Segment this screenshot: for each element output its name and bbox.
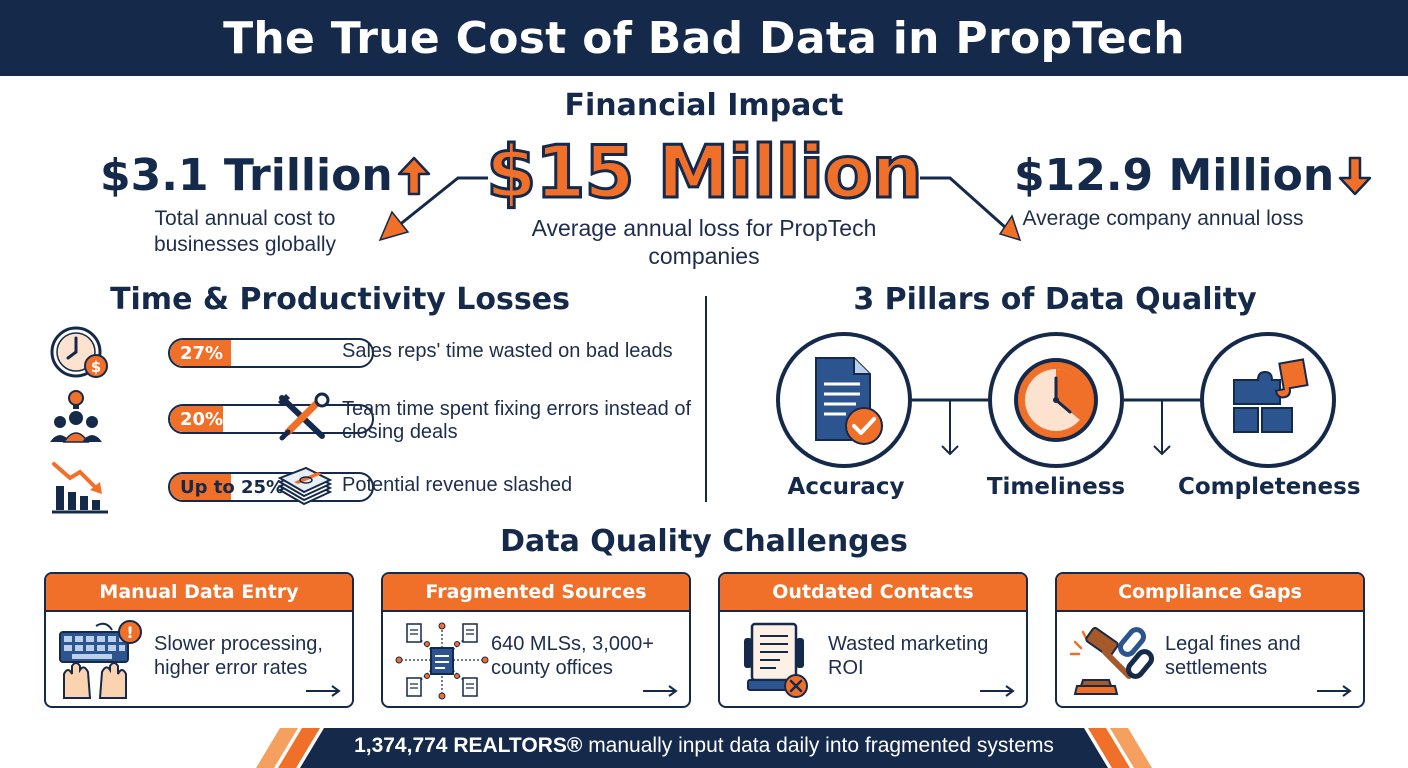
declining-chart-icon (52, 462, 108, 514)
global-cost-value: $3.1 Trillion (100, 150, 393, 201)
arrow-right-icon (1317, 685, 1352, 697)
company-loss-caption: Average company annual loss (1022, 207, 1304, 230)
rolodex-error-icon (744, 622, 808, 698)
company-loss-stat: $12.9 Million (1014, 150, 1372, 201)
pillar-down-arrow-2 (1153, 400, 1171, 456)
productivity-row-sales: $ 27% Sales reps' time wasted on bad lea… (46, 322, 706, 382)
arrow-right-icon (643, 685, 678, 697)
network-documents-icon (395, 622, 489, 700)
company-loss-value: $12.9 Million (1014, 150, 1335, 201)
document-check-icon (776, 332, 912, 468)
title-banner: The True Cost of Bad Data in PropTech (0, 0, 1408, 76)
footer-banner (256, 728, 1152, 768)
left-arrow-line (397, 176, 488, 228)
arrow-right-icon (306, 685, 341, 697)
challenge-title: Outdated Contacts (720, 574, 1026, 612)
challenge-card-outdated-contacts: Outdated Contacts Wasted marketing ROI (718, 572, 1028, 708)
challenge-text: Slower processing, higher error rates (154, 633, 323, 679)
challenge-title: Manual Data Entry (46, 574, 352, 612)
pillar-down-arrow-1 (941, 400, 959, 456)
financial-arrows (378, 176, 1022, 242)
gavel-chain-icon (1069, 627, 1154, 695)
footer-rest: manually input data daily into fragmente… (582, 734, 1054, 757)
sales-time-percent: 27% (180, 343, 224, 364)
right-arrow-line (920, 176, 1007, 230)
cash-stack-icon (277, 466, 332, 506)
pillars-diagram (776, 332, 1336, 468)
fixing-time-text: Team time spent fixing errors instead of… (342, 398, 692, 443)
page-title: The True Cost of Bad Data in PropTech (223, 12, 1185, 64)
productivity-row-revenue: Up to 25% Potential revenue slashed (46, 456, 706, 516)
arrow-down-icon (1338, 156, 1372, 195)
pillar-label-completeness: Completeness (1178, 474, 1361, 500)
footer-text: 1,374,774 REALTORS® manually input data … (300, 734, 1108, 758)
fixing-time-progress: 20% (168, 404, 374, 434)
pillar-label-accuracy: Accuracy (787, 474, 905, 500)
puzzle-icon (1200, 332, 1336, 468)
sales-time-progress: 27% (168, 338, 374, 368)
pillars-title: 3 Pillars of Data Quality (853, 282, 1257, 317)
challenge-card-fragmented-sources: Fragmented Sources 640 MLSs, 3,000+ coun… (381, 572, 691, 708)
revenue-text: Potential revenue slashed (342, 474, 573, 496)
wrench-screwdriver-icon (278, 392, 330, 441)
keyboard-hands-icon: ! (59, 620, 142, 699)
pillar-label-timeliness: Timeliness (986, 474, 1126, 500)
global-cost-stat: $3.1 Trillion (100, 150, 431, 201)
revenue-percent: Up to 25% (180, 477, 285, 498)
clock-dollar-icon: $ (50, 326, 108, 378)
challenge-text: Legal fines and settlements (1165, 633, 1301, 679)
clock-icon (988, 332, 1124, 468)
revenue-progress: Up to 25% (168, 472, 374, 502)
arrow-right-icon (980, 685, 1015, 697)
realtor-count: 1,374,774 REALTORS® (354, 734, 583, 757)
arrow-up-icon (397, 156, 430, 195)
revenue-fill (170, 474, 231, 500)
right-arrow-head (998, 214, 1022, 242)
svg-text:$: $ (91, 358, 101, 376)
svg-text:!: ! (126, 623, 133, 642)
proptech-loss-caption: Average annual loss for PropTech compani… (531, 215, 877, 269)
productivity-row-fixing: 20% Team time spent fixing errors instea… (46, 388, 706, 448)
challenge-card-manual-entry: Manual Data Entry ! Slower processing, h… (44, 572, 354, 708)
productivity-title: Time & Productivity Losses (110, 282, 570, 317)
left-arrow-head (378, 210, 410, 242)
challenge-card-compliance-gaps: Compliance Gaps Legal fines and settleme… (1055, 572, 1365, 708)
challenge-title: Fragmented Sources (383, 574, 689, 612)
fixing-time-percent: 20% (180, 409, 224, 430)
global-cost-caption: Total annual cost to businesses globally (153, 207, 337, 256)
fixing-time-fill (170, 406, 223, 432)
challenge-text: Wasted marketing ROI (828, 633, 989, 679)
challenge-title: Compliance Gaps (1057, 574, 1363, 612)
sales-time-text: Sales reps' time wasted on bad leads (342, 340, 673, 362)
sales-time-fill (170, 340, 231, 366)
proptech-loss-value: $15 Million (485, 129, 924, 216)
team-idea-icon (50, 390, 102, 443)
challenge-text: 640 MLSs, 3,000+ county offices (491, 633, 654, 679)
challenges-title: Data Quality Challenges (500, 524, 908, 559)
section-divider (705, 296, 707, 502)
financial-impact-title: Financial Impact (564, 88, 844, 123)
